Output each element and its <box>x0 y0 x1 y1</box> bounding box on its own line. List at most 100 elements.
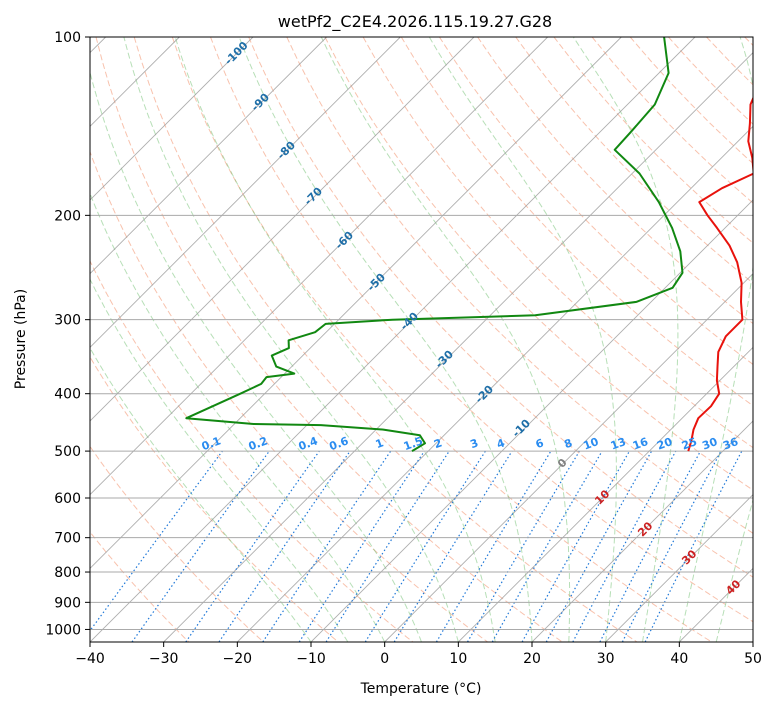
moist-adiabat <box>238 37 533 642</box>
moist-adiabat <box>678 37 753 642</box>
isotherm <box>90 37 696 642</box>
y-tick-label: 600 <box>54 491 81 507</box>
mixing-ratio-label: 16 <box>631 435 650 453</box>
mixing-ratio-line <box>545 450 653 642</box>
dry-adiabat <box>90 259 414 642</box>
isotherm <box>310 199 753 642</box>
isotherm <box>752 641 753 642</box>
dry-adiabat <box>515 37 753 284</box>
dry-adiabat <box>286 37 753 534</box>
y-tick-label: 1000 <box>45 622 81 638</box>
moist-adiabat <box>123 37 459 642</box>
isotherm-label: -90 <box>249 90 272 113</box>
dry-adiabat <box>90 150 488 642</box>
isotherm <box>531 420 753 642</box>
mixing-ratio-label: 30 <box>700 435 719 453</box>
isotherm-label: -70 <box>302 184 325 207</box>
dry-adiabat <box>362 37 753 449</box>
moist-adiabat <box>90 347 312 642</box>
plot-area <box>90 37 753 642</box>
mixing-ratio-line <box>325 450 450 642</box>
x-tick-label: −30 <box>149 651 179 667</box>
mixing-ratio-label: 25 <box>680 435 699 452</box>
isotherm <box>90 37 401 348</box>
isotherm <box>605 494 753 642</box>
mixing-ratio-line <box>298 450 425 642</box>
mixing-ratio-label: 0.6 <box>328 434 351 453</box>
mixing-ratio-line <box>393 450 513 642</box>
mixing-ratio-line <box>572 450 677 642</box>
mixing-ratio-label: 1 <box>374 436 386 451</box>
mixing-ratio-label: 20 <box>655 435 674 453</box>
isotherm <box>163 52 753 642</box>
y-tick-label: 200 <box>54 208 81 224</box>
y-axis-title: Pressure (hPa) <box>13 289 29 389</box>
moist-adiabat <box>90 70 422 642</box>
isotherm-label: 30 <box>679 547 699 567</box>
dry-adiabat <box>210 37 753 623</box>
x-tick-label: 40 <box>670 651 688 667</box>
moist-adiabat <box>90 192 386 642</box>
moist-adiabat <box>90 278 349 642</box>
isotherm-label: -40 <box>398 309 421 332</box>
moist-adiabat <box>428 37 617 642</box>
isotherm-label: -10 <box>510 416 533 439</box>
mixing-ratio-label: 0.4 <box>297 434 320 453</box>
x-tick-label: −40 <box>75 651 105 667</box>
mixing-ratio-line <box>466 450 580 642</box>
dry-adiabat <box>95 37 563 642</box>
mixing-ratio-label: 4 <box>495 436 507 451</box>
moist-adiabat <box>572 37 679 642</box>
mixing-ratio-label: 0.1 <box>200 434 223 453</box>
x-tick-label: 30 <box>597 651 615 667</box>
y-tick-label: 400 <box>54 387 81 403</box>
x-tick-label: 10 <box>449 651 467 667</box>
isotherm <box>458 346 753 642</box>
mixing-ratio-line <box>262 450 392 642</box>
x-tick-label: 0 <box>380 651 389 667</box>
mixing-ratio-label: 2 <box>432 436 444 451</box>
mixing-ratio-label: 3 <box>468 436 480 451</box>
isotherm <box>90 37 622 569</box>
dry-adiabat <box>591 37 753 204</box>
dry-adiabat <box>90 356 339 642</box>
dry-adiabat <box>400 37 753 407</box>
mixing-ratio-line <box>644 450 743 642</box>
dewpoint-line <box>185 37 684 452</box>
dry-adiabat <box>171 37 712 642</box>
x-tick-label: 20 <box>523 651 541 667</box>
isotherm <box>90 37 548 496</box>
x-tick-label: −10 <box>296 651 326 667</box>
y-tick-label: 900 <box>54 595 81 611</box>
isotherm <box>237 125 753 642</box>
moist-adiabat <box>174 37 496 642</box>
mixing-ratio-line <box>218 450 351 642</box>
isotherm <box>384 273 753 642</box>
isotherm-label: -30 <box>433 347 456 370</box>
mixing-ratio-label: 36 <box>721 435 740 453</box>
isotherm <box>90 37 475 422</box>
mixing-ratio-label: 8 <box>562 436 574 451</box>
isotherm-label: 20 <box>635 519 655 539</box>
mixing-ratio-label: 6 <box>534 436 546 451</box>
x-tick-label: 50 <box>744 651 762 667</box>
chart-title: wetPf2_C2E4.2026.115.19.27.G28 <box>278 12 552 32</box>
dry-adiabat <box>90 445 264 642</box>
mixing-ratio-label: 13 <box>609 435 628 452</box>
mixing-ratio-line <box>185 450 320 642</box>
plot-frame <box>89 36 754 643</box>
y-tick-label: 700 <box>54 531 81 547</box>
x-axis-title: Temperature (°C) <box>360 681 482 697</box>
dry-adiabat <box>668 37 753 125</box>
isotherm-label: 0 <box>555 456 570 471</box>
mixing-ratio-line <box>90 450 223 632</box>
mixing-ratio-label: 10 <box>582 435 601 453</box>
dry-adiabat <box>706 37 753 86</box>
isotherm <box>90 37 327 275</box>
mixing-ratio-line <box>131 450 270 642</box>
dry-adiabat <box>133 37 638 642</box>
dry-adiabat <box>324 37 753 491</box>
y-tick-label: 500 <box>54 444 81 460</box>
